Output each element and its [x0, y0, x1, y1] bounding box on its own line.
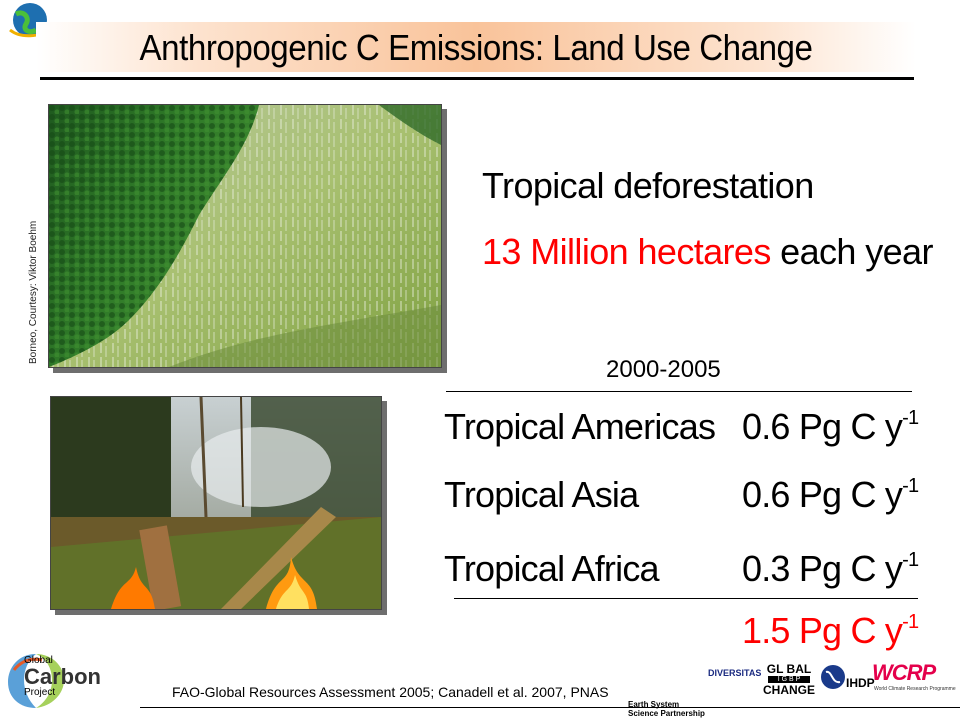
rate-rest: each year — [770, 231, 933, 272]
rate-highlight: 13 Million hectares — [482, 231, 771, 272]
total-value-exponent: -1 — [902, 611, 919, 633]
region-label-africa: Tropical Africa — [444, 548, 660, 589]
region-value-exponent: -1 — [902, 475, 919, 497]
wcrp-label: WCRP — [872, 660, 936, 685]
region-label-americas: Tropical Americas — [444, 406, 716, 447]
gcp-line1: Global — [24, 655, 53, 666]
total-value-text: 1.5 Pg C y — [742, 610, 903, 651]
diversitas-label: DIVERSITAS — [708, 668, 762, 678]
headline-tropical-deforestation: Tropical deforestation — [482, 165, 814, 206]
region-value-exponent: -1 — [902, 549, 919, 571]
total-emissions: 1.5 Pg C y-1 — [742, 610, 919, 652]
gcp-line3: Project — [24, 687, 56, 698]
period-label: 2000-2005 — [606, 356, 721, 383]
region-value-asia: 0.6 Pg C y-1 — [742, 474, 919, 516]
gcp-line2: Carbon — [24, 664, 101, 689]
global-change-top: GL BAL — [766, 662, 812, 676]
global-carbon-project-logo-icon — [8, 654, 64, 708]
title-band — [36, 22, 916, 72]
gcp-logo-text: Global Carbon Project — [24, 656, 101, 698]
wcrp-subtitle: World Climate Research Programme — [874, 686, 956, 692]
global-change-logo: GL BAL I G B P CHANGE — [762, 663, 816, 696]
title-underline — [40, 77, 914, 80]
forest-burning-photo — [50, 396, 382, 610]
region-value-exponent: -1 — [902, 407, 919, 429]
photo-credit: Borneo, Courtesy: Viktor Boehm — [28, 220, 39, 364]
region-value-text: 0.6 Pg C y — [742, 406, 903, 447]
table-sum-rule — [454, 598, 918, 599]
region-value-text: 0.6 Pg C y — [742, 474, 903, 515]
region-value-africa: 0.3 Pg C y-1 — [742, 548, 919, 590]
citation: FAO-Global Resources Assessment 2005; Ca… — [172, 684, 609, 700]
footer-rule — [140, 707, 960, 708]
ihdp-label: IHDP — [846, 676, 875, 690]
deforestation-aerial-photo — [48, 104, 442, 368]
region-value-text: 0.3 Pg C y — [742, 548, 903, 589]
region-value-americas: 0.6 Pg C y-1 — [742, 406, 919, 448]
essp-label: Earth System Science Partnership — [628, 700, 708, 718]
essp-line2: Science Partnership — [628, 709, 705, 718]
global-change-middle: I G B P — [768, 676, 810, 683]
slide-title: Anthropogenic C Emissions: Land Use Chan… — [139, 27, 813, 68]
table-top-rule — [446, 391, 912, 392]
deforestation-rate: 13 Million hectares each year — [482, 232, 933, 272]
region-label-asia: Tropical Asia — [444, 474, 639, 515]
global-change-bottom: CHANGE — [762, 683, 815, 697]
essp-line1: Earth System — [628, 700, 680, 709]
ihdp-globe-icon — [821, 665, 845, 689]
